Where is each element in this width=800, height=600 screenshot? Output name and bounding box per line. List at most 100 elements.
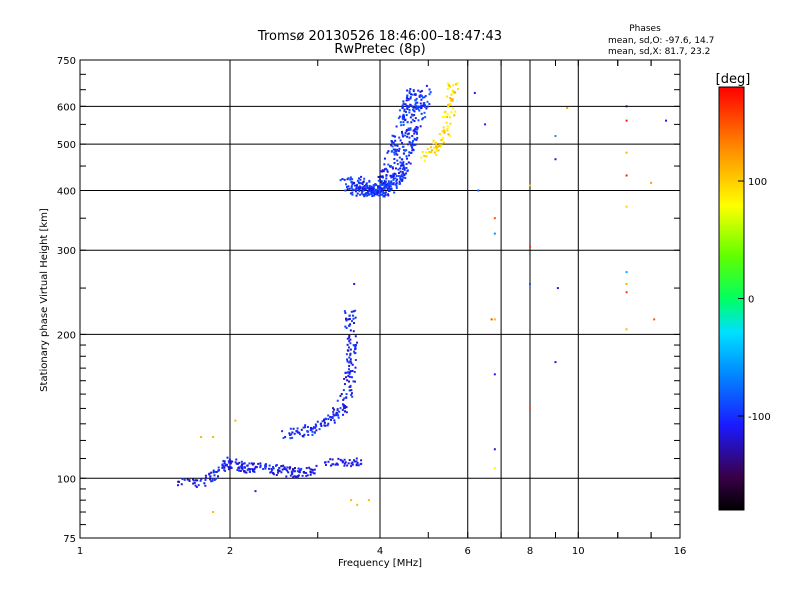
data-point: [392, 182, 395, 185]
data-point: [356, 179, 359, 182]
data-point: [406, 94, 409, 97]
data-point: [337, 416, 340, 419]
data-point: [311, 433, 314, 436]
data-point: [402, 165, 405, 168]
data-point: [398, 109, 401, 112]
data-point: [402, 135, 405, 138]
data-point: [410, 121, 413, 124]
data-point: [439, 146, 442, 149]
data-point: [409, 127, 412, 130]
data-point: [348, 459, 351, 462]
data-point: [299, 469, 302, 472]
data-point: [347, 318, 350, 321]
data-point: [425, 107, 428, 110]
data-point: [353, 181, 356, 184]
data-point: [351, 369, 354, 372]
data-point: [348, 314, 351, 317]
data-point: [284, 436, 287, 439]
data-point: [400, 124, 403, 127]
data-point: [383, 185, 386, 188]
data-point: [385, 167, 388, 170]
data-point: [291, 473, 294, 476]
data-point: [252, 462, 255, 465]
y-tick-label: 500: [57, 140, 76, 151]
data-point: [446, 82, 449, 85]
data-point: [405, 130, 408, 133]
data-point: [371, 189, 374, 192]
data-point: [409, 128, 412, 131]
data-point: [350, 320, 353, 323]
data-point: [313, 431, 316, 434]
data-point: [398, 182, 401, 185]
data-point: [329, 458, 332, 461]
data-point: [354, 335, 357, 338]
data-point: [221, 464, 224, 467]
data-point: [554, 135, 557, 138]
data-point: [456, 87, 459, 90]
data-point: [408, 108, 411, 111]
data-point: [446, 95, 449, 98]
data-point: [438, 144, 441, 147]
data-point: [212, 471, 215, 474]
data-point: [255, 466, 258, 469]
data-point: [442, 129, 445, 132]
data-point: [315, 425, 318, 428]
data-point: [398, 147, 401, 150]
data-point: [435, 143, 438, 146]
data-point: [350, 185, 353, 188]
data-point: [310, 428, 313, 431]
data-point: [484, 123, 487, 126]
data-point: [407, 161, 410, 164]
data-point: [372, 191, 375, 194]
data-point: [353, 348, 356, 351]
data-point: [405, 172, 408, 175]
data-point: [281, 468, 284, 471]
data-point: [351, 314, 354, 317]
data-point: [392, 177, 395, 180]
data-point: [375, 192, 378, 195]
data-point: [339, 458, 342, 461]
data-point: [407, 105, 410, 108]
data-point: [398, 156, 401, 159]
data-point: [392, 148, 395, 151]
data-point: [359, 463, 362, 466]
data-point: [395, 180, 398, 183]
data-point: [391, 167, 394, 170]
data-point: [402, 161, 405, 164]
data-point: [350, 392, 353, 395]
data-point: [653, 318, 656, 321]
data-point: [413, 114, 416, 117]
data-point: [293, 470, 296, 473]
data-point: [403, 167, 406, 170]
data-point: [215, 470, 218, 473]
data-point: [402, 164, 405, 167]
data-point: [428, 88, 431, 91]
data-point: [450, 93, 453, 96]
data-point: [411, 144, 414, 147]
data-point: [339, 407, 342, 410]
data-point: [385, 180, 388, 183]
data-point: [411, 118, 414, 121]
data-point: [229, 467, 232, 470]
data-point: [223, 466, 226, 469]
data-point: [194, 484, 197, 487]
data-point: [366, 187, 369, 190]
data-point: [414, 103, 417, 106]
grid-lines: [80, 60, 680, 538]
data-point: [441, 130, 444, 133]
data-point: [395, 187, 398, 190]
y-tick-label: 100: [57, 474, 76, 485]
data-point: [423, 159, 426, 162]
data-point: [375, 184, 378, 187]
data-point: [355, 186, 358, 189]
data-point: [366, 190, 369, 193]
data-point: [416, 128, 419, 131]
data-point: [213, 478, 216, 481]
data-point: [376, 191, 379, 194]
data-point: [243, 466, 246, 469]
data-point: [346, 358, 349, 361]
data-point: [421, 118, 424, 121]
data-point: [347, 185, 350, 188]
data-point: [378, 188, 381, 191]
data-point: [372, 184, 375, 187]
